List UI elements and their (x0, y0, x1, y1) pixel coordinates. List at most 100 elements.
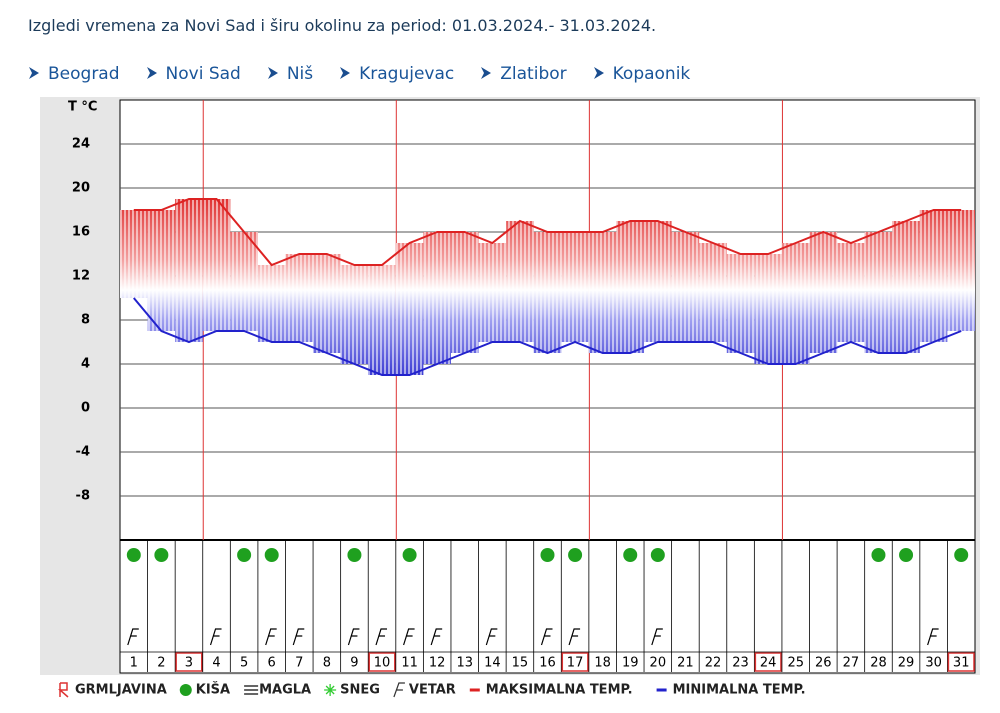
nav-arrow (146, 67, 157, 79)
temp-band-hatch (120, 210, 148, 298)
day-label: 13 (456, 656, 473, 671)
wind-icon (430, 628, 443, 646)
legend-label: KIŠA (196, 682, 230, 698)
temp-band-hatch (892, 221, 920, 353)
temp-band-hatch (837, 243, 865, 342)
day-label: 26 (815, 656, 832, 671)
legend-label: VETAR (409, 683, 456, 698)
day-label: 29 (898, 656, 915, 671)
temp-band-hatch (726, 254, 755, 353)
rain-icon (871, 548, 886, 562)
nav-link[interactable]: Kopaonik (593, 64, 690, 84)
nav-link[interactable]: Niš (267, 64, 313, 84)
wind-icon (292, 628, 305, 646)
day-label: 3 (185, 656, 193, 671)
wind-icon (651, 628, 663, 646)
day-label: 11 (401, 656, 418, 671)
legend-label: SNEG (340, 683, 380, 698)
nav-arrow (340, 67, 351, 79)
wind-icon (375, 628, 388, 646)
wind-icon (540, 628, 553, 646)
legend-icon (324, 684, 337, 696)
wind-icon (265, 628, 277, 646)
day-label: 15 (512, 656, 529, 671)
legend-label: MINIMALNA TEMP. (673, 683, 806, 698)
page-title: Izgledi vremena za Novi Sad i širu okoli… (28, 16, 657, 35)
rain-icon (899, 548, 914, 562)
temp-band-hatch (395, 243, 424, 375)
temp-band-hatch (588, 232, 617, 353)
day-label: 5 (240, 656, 248, 671)
day-label: 6 (268, 656, 276, 671)
temp-band-hatch (478, 243, 507, 342)
nav-link[interactable]: Beograd (28, 64, 120, 84)
y-tick-label: 24 (72, 137, 90, 152)
temp-band-hatch (230, 232, 258, 331)
temp-band-hatch (450, 232, 479, 353)
temp-band-hatch (313, 254, 341, 353)
day-label: 31 (953, 656, 970, 671)
wind-icon (568, 628, 581, 646)
temp-band-hatch (506, 221, 534, 342)
rain-icon (126, 548, 141, 562)
y-axis-title: T °C (68, 100, 97, 115)
day-label: 18 (594, 656, 611, 671)
nav-link[interactable]: Novi Sad (146, 64, 241, 84)
day-label: 2 (157, 656, 165, 671)
wind-icon (127, 628, 139, 646)
legend-icon (179, 684, 192, 696)
day-label: 4 (212, 656, 220, 671)
wind-icon (927, 628, 939, 646)
rain-icon (954, 548, 969, 562)
day-label: 10 (374, 656, 391, 671)
temp-band-hatch (616, 221, 645, 353)
temp-band-hatch (340, 265, 369, 364)
day-label: 27 (843, 656, 860, 671)
legend-label: GRMLJAVINA (75, 683, 167, 698)
y-tick-label: -4 (76, 445, 90, 460)
y-tick-label: 20 (72, 181, 90, 196)
day-label: 24 (760, 656, 777, 671)
wind-icon (209, 628, 222, 646)
nav-link[interactable]: Kragujevac (339, 64, 454, 84)
temp-band-hatch (533, 232, 562, 353)
wind-icon (403, 628, 415, 646)
legend-icon (393, 682, 405, 698)
nav-link[interactable]: Zlatibor (480, 64, 567, 84)
legend-icon (58, 682, 69, 698)
nav-text: Kragujevac (359, 64, 455, 84)
rain-icon (568, 548, 583, 562)
day-label: 23 (732, 656, 749, 671)
wind-icon (485, 628, 498, 646)
day-highlight (561, 652, 589, 672)
y-tick-label: 8 (81, 313, 90, 328)
temp-band-hatch (147, 210, 176, 331)
day-label: 17 (567, 656, 584, 671)
rain-icon (237, 548, 252, 562)
temp-band-hatch (699, 243, 727, 342)
day-highlight (368, 652, 396, 672)
temp-band-hatch (864, 232, 893, 353)
day-highlight (947, 652, 975, 672)
temp-band-hatch (285, 254, 314, 342)
day-label: 1 (130, 656, 138, 671)
y-tick-label: 16 (72, 225, 90, 240)
temp-line (133, 198, 962, 267)
rain-icon (540, 548, 555, 562)
temp-band-hatch (919, 210, 948, 342)
nav-arrow (267, 67, 278, 79)
y-tick-label: 12 (72, 269, 90, 284)
day-label: 8 (323, 656, 331, 671)
day-label: 21 (677, 656, 694, 671)
day-label: 20 (650, 656, 667, 671)
rain-icon (402, 548, 417, 562)
day-highlight (754, 652, 782, 672)
temp-band-hatch (175, 199, 203, 342)
rain-icon (347, 548, 362, 562)
legend-icon (244, 685, 259, 695)
day-label: 16 (539, 656, 556, 671)
day-label: 30 (925, 656, 942, 671)
y-tick-label: -8 (76, 489, 90, 504)
day-label: 9 (350, 656, 358, 671)
